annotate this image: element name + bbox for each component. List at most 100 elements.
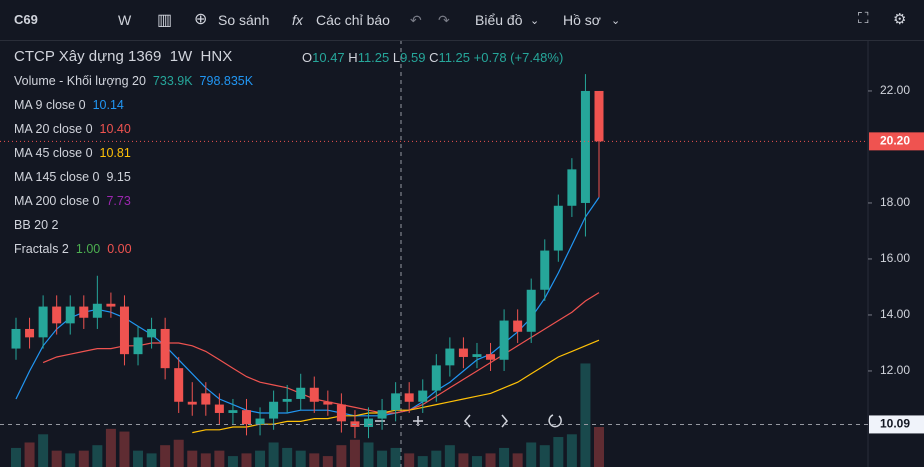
fullscreen[interactable]: ⛶ — [858, 10, 869, 27]
volume-bar — [363, 442, 374, 467]
volume-bar — [390, 447, 401, 467]
chart-menu[interactable]: Biểu đồ — [475, 12, 523, 28]
indicator-value: 733.9K — [152, 74, 193, 88]
candle-body — [174, 368, 184, 402]
volume-bar — [322, 456, 333, 467]
reset[interactable] — [548, 414, 562, 428]
volume-bar — [553, 437, 564, 467]
candle-body — [228, 410, 238, 413]
settings[interactable]: ⚙ — [893, 11, 907, 28]
candle-body — [472, 354, 482, 357]
candle-body — [404, 393, 414, 402]
candle-body — [377, 410, 387, 419]
indicator-value: 1.00 — [75, 242, 101, 256]
volume-bar — [11, 447, 21, 467]
candle-body — [323, 401, 333, 405]
redo[interactable]: ↷ — [438, 12, 450, 28]
volume-bar — [105, 428, 116, 467]
indicator-name: MA 20 close 0 — [14, 122, 93, 136]
volume-bar — [471, 456, 482, 467]
indicator-value: 10.14 — [92, 98, 124, 112]
volume-bar — [51, 450, 62, 467]
indicator-row: MA 200 close 0 7.73 — [14, 194, 131, 208]
volume-bar — [160, 445, 171, 467]
indicator-value: 7.73 — [106, 194, 131, 208]
candle-body — [106, 303, 116, 307]
undo[interactable]: ↶ — [410, 12, 422, 28]
interval[interactable]: W — [118, 12, 132, 28]
candle-body — [92, 303, 102, 318]
c-label: C — [429, 50, 439, 65]
o-label: O — [302, 50, 313, 65]
volume-bar — [431, 450, 442, 467]
chevron: ⌄ — [530, 15, 540, 27]
indicator-name: Volume - Khối lượng 20 — [14, 74, 146, 88]
compare[interactable]: So sánh — [218, 12, 270, 28]
exchange: HNX — [200, 48, 233, 65]
volume-bar — [539, 445, 550, 467]
indicator-row: MA 45 close 0 10.81 — [14, 146, 131, 160]
candle-body — [418, 390, 428, 402]
indicator-name: MA 9 close 0 — [14, 98, 86, 112]
indicator-value: 10.40 — [99, 122, 131, 136]
candle-body — [336, 404, 346, 422]
candle-body — [79, 306, 89, 318]
plot-bg — [0, 40, 868, 467]
candle-body — [594, 90, 604, 142]
l-value: 9.59 — [400, 50, 426, 65]
indicator-name: MA 200 close 0 — [14, 194, 100, 208]
c-value: 11.25 — [438, 50, 471, 65]
volume-bar — [377, 450, 388, 467]
volume-bar — [38, 434, 49, 467]
volume-bar — [295, 450, 306, 467]
volume-bar — [24, 442, 35, 467]
candle-body — [255, 418, 265, 425]
indicators-icon[interactable]: fx — [292, 12, 303, 28]
volume-bar — [200, 453, 211, 467]
compare-icon[interactable]: ⊕ — [194, 11, 208, 28]
candle-body — [526, 289, 536, 332]
volume-bar — [78, 450, 89, 467]
indicator-name: Fractals 2 — [14, 242, 69, 256]
candle-body — [431, 365, 441, 391]
volume-bar — [268, 442, 279, 467]
candle-body — [65, 306, 75, 324]
volume-bar — [566, 434, 577, 467]
volume-bar — [444, 445, 455, 467]
volume-bar — [594, 427, 604, 467]
volume-bar — [133, 450, 144, 467]
volume-bar — [580, 363, 591, 467]
volume-bar — [309, 453, 320, 467]
nav-controls[interactable] — [375, 414, 562, 428]
candle-body — [11, 328, 21, 349]
scroll-left[interactable] — [464, 414, 471, 428]
volume-bar — [499, 447, 510, 467]
candle-body — [486, 354, 496, 360]
candle-body — [391, 393, 401, 411]
candle-body — [458, 348, 468, 357]
volume-bar — [119, 431, 130, 467]
last-price-label: 20.20 — [880, 134, 910, 148]
candle-body — [553, 205, 563, 251]
profile-menu[interactable]: Hồ sơ — [563, 12, 601, 28]
volume-bar — [282, 447, 293, 467]
indicator-value: 9.15 — [106, 170, 131, 184]
indicator-name: BB 20 2 — [14, 218, 59, 232]
symbol[interactable]: C69 — [14, 12, 38, 27]
volume-bar — [92, 445, 103, 467]
candle-body — [187, 401, 197, 405]
candle-body — [38, 306, 48, 338]
last-price-tag — [869, 132, 924, 151]
volume-bar — [512, 453, 523, 467]
indicators[interactable]: Các chỉ báo — [316, 12, 390, 28]
indicator-row: Fractals 2 1.00 0.00 — [14, 242, 132, 256]
y-tick-label: 12.00 — [880, 363, 910, 377]
scroll-right[interactable] — [501, 414, 508, 428]
y-tick-label: 22.00 — [880, 83, 910, 97]
volume-bar — [65, 453, 76, 467]
indicator-value: 10.81 — [99, 146, 131, 160]
chart-type-icon[interactable]: ▥ — [157, 12, 173, 29]
indicator-row: MA 145 close 0 9.15 — [14, 170, 131, 184]
y-tick-label: 18.00 — [880, 195, 910, 209]
instrument-name: CTCP Xây dựng 1369 — [14, 48, 162, 65]
